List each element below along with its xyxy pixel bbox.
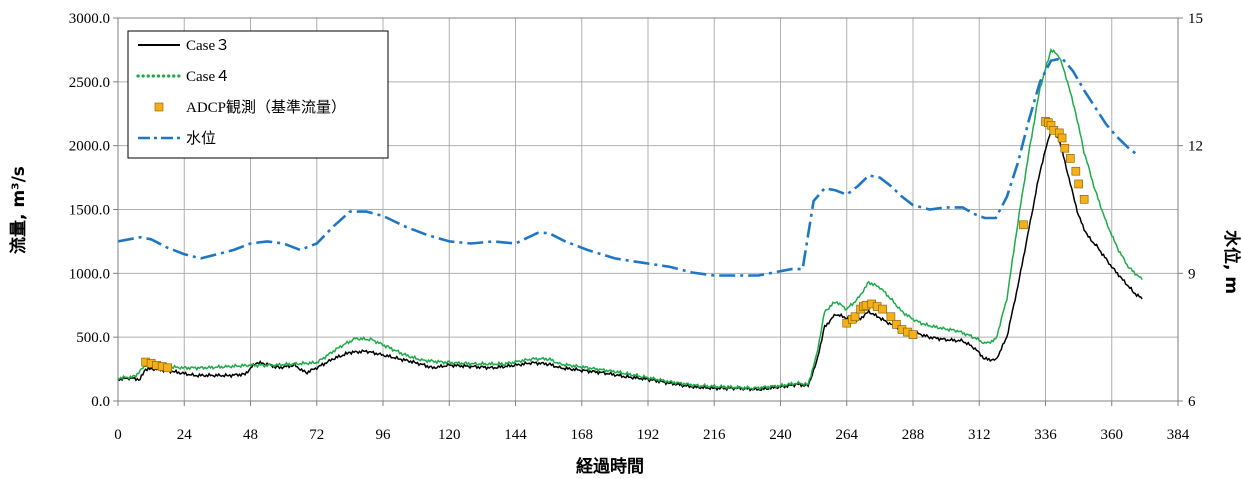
x-tick-label: 0 xyxy=(114,427,122,443)
adcp-point xyxy=(163,363,172,373)
left-tick-label: 2000.0 xyxy=(69,139,110,155)
series-layer xyxy=(117,47,1143,392)
x-tick-label: 216 xyxy=(703,427,726,443)
legend: Case３ Case４ ADCP観測（基準流量） 水位 xyxy=(127,30,389,159)
adcp-point xyxy=(1079,194,1089,204)
legend-label-case3: Case３ xyxy=(186,38,230,54)
left-tick-label: 1500.0 xyxy=(69,203,110,219)
left-tick-label: 500.0 xyxy=(76,330,110,346)
x-tick-label: 168 xyxy=(571,427,594,443)
x-tick-label: 384 xyxy=(1167,427,1190,443)
adcp-point xyxy=(908,330,918,339)
x-tick-label: 360 xyxy=(1101,427,1124,443)
x-tick-label: 288 xyxy=(902,427,925,443)
x-tick-label: 144 xyxy=(504,427,527,443)
x-axis-title: 経過時間 xyxy=(576,456,644,477)
case4-line xyxy=(117,47,1143,391)
adcp-point xyxy=(1057,133,1067,143)
adcp-point xyxy=(1060,143,1070,153)
x-tick-label: 264 xyxy=(836,427,859,443)
adcp-point xyxy=(1071,166,1081,176)
legend-label-adcp: ADCP観測（基準流量） xyxy=(186,99,346,116)
x-tick-label: 48 xyxy=(243,427,258,443)
x-tick-label: 240 xyxy=(769,427,792,443)
left-tick-label: 0.0 xyxy=(91,394,110,410)
adcp-point xyxy=(892,320,901,329)
left-tick-label: 1000.0 xyxy=(69,266,110,282)
x-axis: 0 24 48 72 96 120 144 168 192 216 240 264 288 312 336 3… xyxy=(114,401,1190,443)
x-tick-label: 312 xyxy=(968,427,991,443)
adcp-point xyxy=(850,312,860,322)
legend-swatch-adcp xyxy=(154,102,164,112)
right-tick-label: 6 xyxy=(1188,394,1196,410)
x-tick-label: 96 xyxy=(376,427,392,443)
right-tick-label: 15 xyxy=(1188,11,1203,27)
right-axis-title: 水位, m xyxy=(1221,230,1241,294)
right-tick-label: 9 xyxy=(1188,266,1196,282)
right-axis: 6 9 12 15 xyxy=(1178,11,1203,410)
adcp-markers xyxy=(141,117,1089,373)
x-tick-label: 24 xyxy=(177,427,193,443)
left-axis: 0.0 500.0 1000.0 1500.0 2000.0 2500.0 3000.0 xyxy=(69,11,118,410)
adcp-point xyxy=(886,312,896,322)
water-level-line xyxy=(117,56,1138,277)
x-tick-label: 72 xyxy=(309,427,324,443)
adcp-point xyxy=(878,304,887,314)
adcp-point xyxy=(1019,220,1028,230)
case3-line xyxy=(117,127,1143,392)
left-axis-title: 流量, m³/s xyxy=(8,166,29,254)
x-tick-label: 336 xyxy=(1034,427,1057,443)
legend-label-case4: Case４ xyxy=(186,69,230,85)
adcp-point xyxy=(1066,154,1075,163)
adcp-point xyxy=(1074,179,1083,189)
x-tick-label: 192 xyxy=(637,427,660,443)
right-tick-label: 12 xyxy=(1188,139,1203,155)
left-tick-label: 2500.0 xyxy=(69,75,110,91)
left-tick-label: 3000.0 xyxy=(69,11,110,27)
legend-label-water-level: 水位 xyxy=(186,130,216,147)
x-tick-label: 120 xyxy=(438,427,461,443)
